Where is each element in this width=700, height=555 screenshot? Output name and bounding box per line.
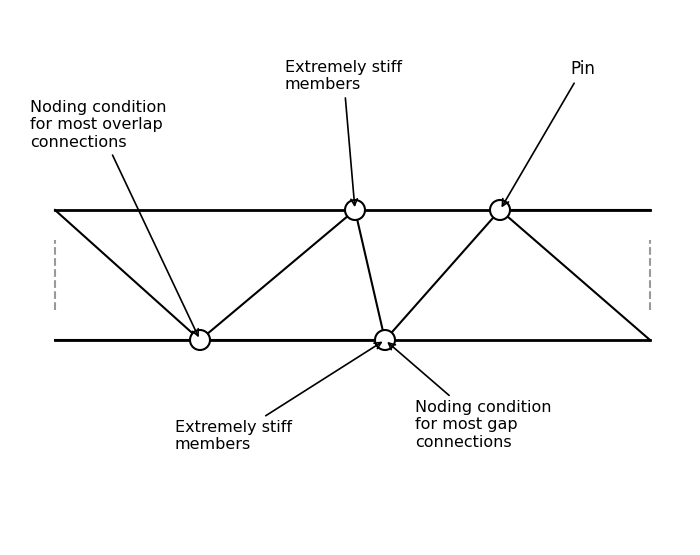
Circle shape bbox=[490, 200, 510, 220]
Circle shape bbox=[345, 200, 365, 220]
Text: Extremely stiff
members: Extremely stiff members bbox=[175, 342, 381, 452]
Text: Noding condition
for most overlap
connections: Noding condition for most overlap connec… bbox=[30, 100, 198, 336]
Circle shape bbox=[375, 330, 395, 350]
Text: Extremely stiff
members: Extremely stiff members bbox=[285, 60, 402, 205]
Circle shape bbox=[190, 330, 210, 350]
Text: Noding condition
for most gap
connections: Noding condition for most gap connection… bbox=[389, 343, 552, 450]
Text: Pin: Pin bbox=[503, 60, 595, 206]
